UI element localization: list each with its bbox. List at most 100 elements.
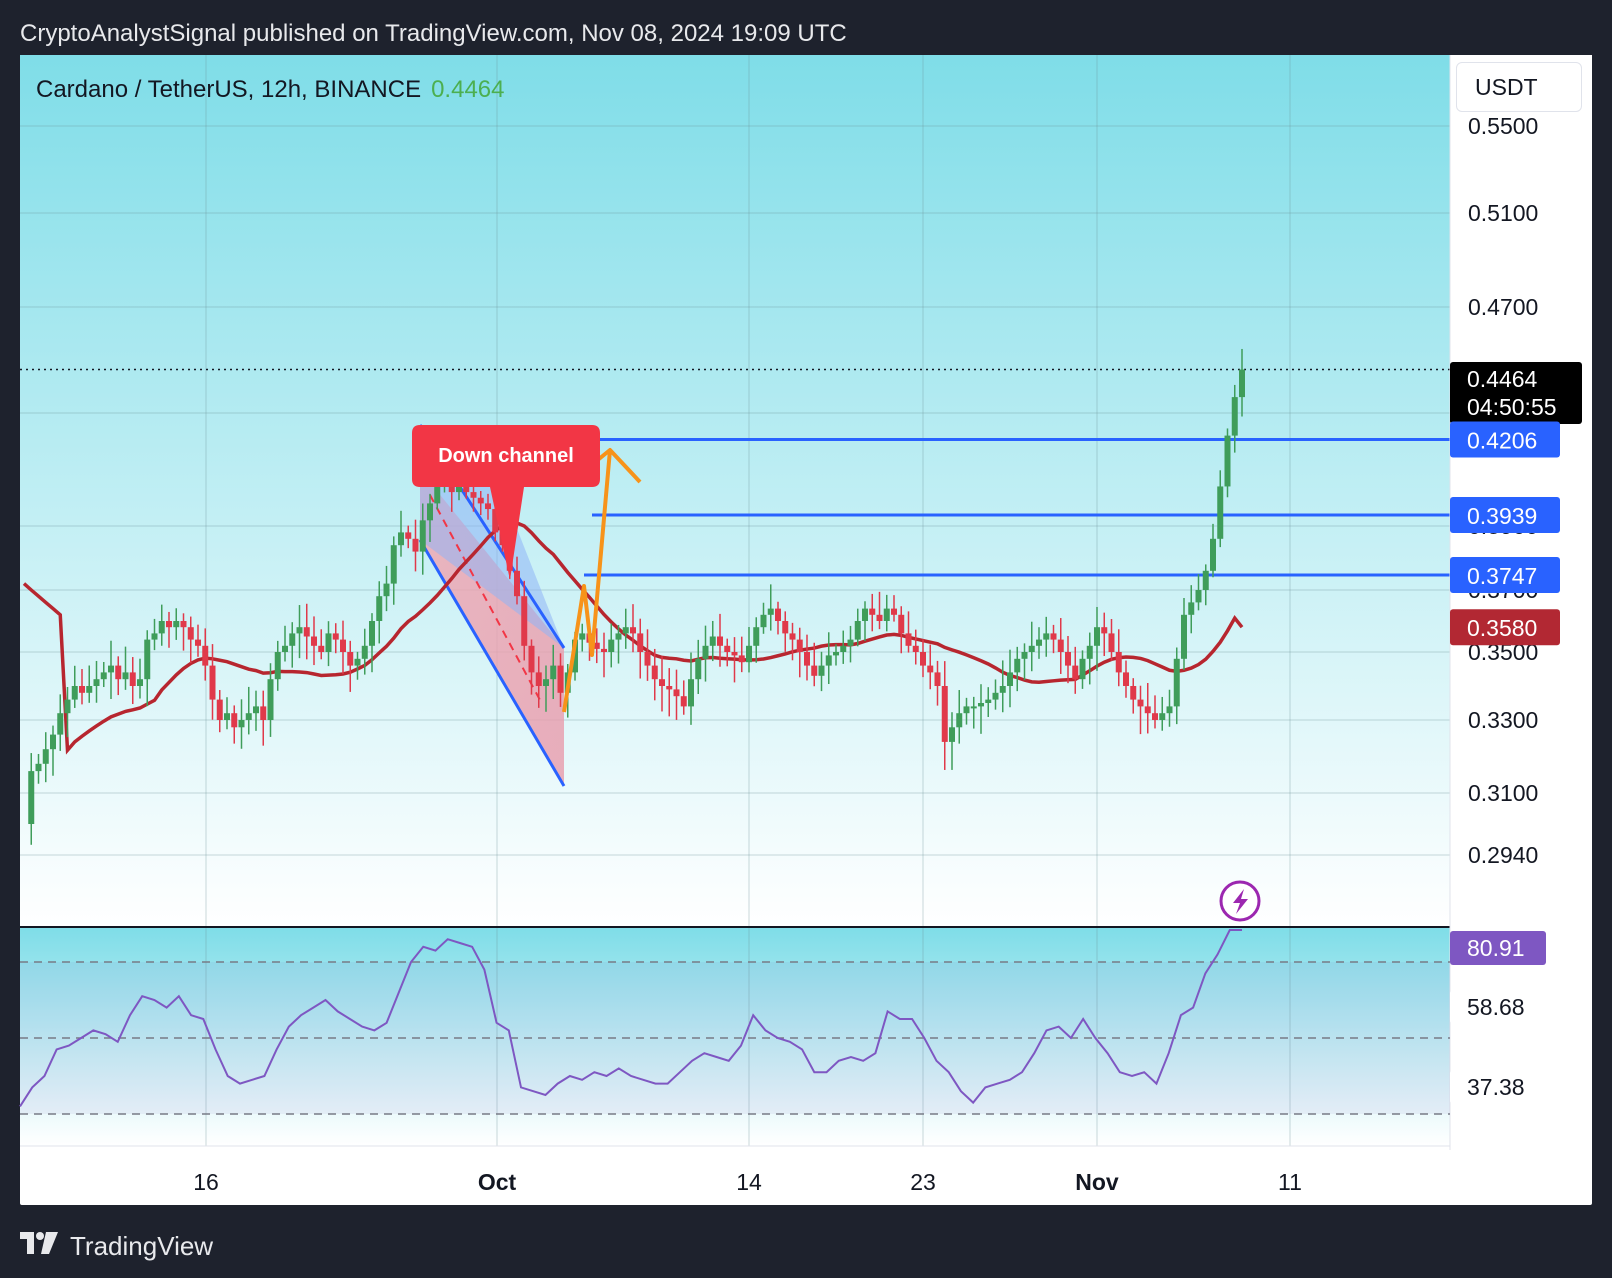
price-tick-label: 0.2940 <box>1468 842 1538 868</box>
time-tick-label: 23 <box>910 1169 936 1195</box>
candle <box>1021 643 1028 681</box>
candle-body <box>86 686 93 693</box>
candle <box>57 694 64 751</box>
currency-unit-button[interactable]: USDT <box>1456 62 1582 112</box>
candle <box>535 656 542 708</box>
candle <box>202 628 209 681</box>
candle <box>1202 564 1209 606</box>
candle-body <box>42 749 49 764</box>
candle-body <box>543 679 549 686</box>
candle <box>296 605 303 659</box>
candle-body <box>1217 486 1224 539</box>
candle-body <box>941 686 948 742</box>
candle-body <box>100 672 107 680</box>
candle-body <box>644 652 651 666</box>
level-2-badge-bg <box>1450 496 1560 533</box>
candle <box>615 624 622 664</box>
candle-body <box>1152 713 1158 720</box>
candle-body <box>173 621 180 628</box>
ma-badge-bg <box>1450 609 1560 646</box>
candle-body <box>753 627 760 646</box>
candle-body <box>695 658 702 680</box>
candle-body <box>253 706 259 714</box>
candle-body <box>673 689 680 697</box>
candle-body <box>1202 570 1209 590</box>
candle <box>1043 616 1050 657</box>
ma-badge: 0.3580 <box>1450 609 1560 646</box>
candle-body <box>390 545 397 584</box>
candle <box>637 618 644 679</box>
candle-body <box>209 665 216 700</box>
time-tick-label: 16 <box>193 1169 219 1195</box>
tradingview-logo[interactable]: TradingView <box>20 1230 213 1263</box>
candle <box>1130 678 1137 714</box>
candle <box>1137 685 1144 735</box>
candle-body <box>137 679 143 686</box>
price-tick-label: 0.3100 <box>1468 780 1538 806</box>
candle-body <box>347 652 354 666</box>
rsi-band-badge-2-text: 37.38 <box>1467 1074 1525 1100</box>
price-tick-label: 0.5500 <box>1468 113 1538 139</box>
candle-body <box>615 633 622 640</box>
candle-body <box>195 639 201 646</box>
channel-lower-line <box>418 539 566 787</box>
candle <box>1173 647 1180 725</box>
lightning-alert-icon[interactable] <box>1219 880 1261 922</box>
candle-body <box>282 645 288 652</box>
rsi-band-badge-1-text: 58.68 <box>1467 994 1525 1020</box>
candle-body <box>303 627 310 637</box>
level-2-badge-text: 0.3939 <box>1467 503 1537 529</box>
candle <box>361 628 368 675</box>
candle <box>1108 618 1115 661</box>
candle <box>883 594 890 632</box>
candle <box>912 629 919 665</box>
candle <box>209 644 216 720</box>
horizontal-levels <box>20 368 1450 577</box>
candle-body <box>1231 397 1238 436</box>
candle-body <box>637 633 644 652</box>
candle-body <box>187 627 194 640</box>
candle-body <box>361 645 368 659</box>
candle-body <box>934 672 941 686</box>
candle-body <box>1159 713 1166 720</box>
candle-body <box>1224 435 1231 487</box>
candle <box>644 629 651 681</box>
candle <box>608 623 615 668</box>
price-tick-label: 0.4700 <box>1468 294 1538 320</box>
candle <box>999 660 1006 713</box>
candle-body <box>419 520 426 552</box>
candle-body <box>818 665 825 676</box>
candle <box>311 616 317 666</box>
candle <box>543 665 549 712</box>
candle <box>920 639 926 678</box>
symbol-legend[interactable]: Cardano / TetherUS, 12h, BINANCE 0.4464 <box>36 76 504 104</box>
candle <box>1224 428 1231 498</box>
candle <box>187 616 194 664</box>
candle-body <box>1065 652 1071 666</box>
time-tick-label: 14 <box>736 1169 762 1195</box>
candle <box>1007 649 1013 708</box>
candle-body <box>289 633 296 646</box>
candle-body <box>325 633 332 652</box>
rsi-band-badge-1-bg <box>1450 990 1546 1024</box>
rsi-band-badge-2-bg <box>1450 1070 1546 1104</box>
candle-body <box>876 614 883 621</box>
candle-body <box>311 636 317 646</box>
candle <box>216 690 223 733</box>
candle-body <box>854 621 861 640</box>
candle-body <box>999 686 1006 693</box>
candle-body <box>260 706 267 720</box>
candle <box>1159 696 1166 731</box>
candle-body <box>238 720 245 728</box>
candle <box>767 584 774 631</box>
candle-body <box>224 713 230 720</box>
candle <box>390 536 397 605</box>
candle <box>760 602 767 634</box>
candle-body <box>1108 633 1115 652</box>
tradingview-brand-text: TradingView <box>70 1231 214 1261</box>
candle-body <box>731 652 738 656</box>
level-1-badge-bg <box>1450 421 1560 458</box>
candle-body <box>57 713 64 735</box>
